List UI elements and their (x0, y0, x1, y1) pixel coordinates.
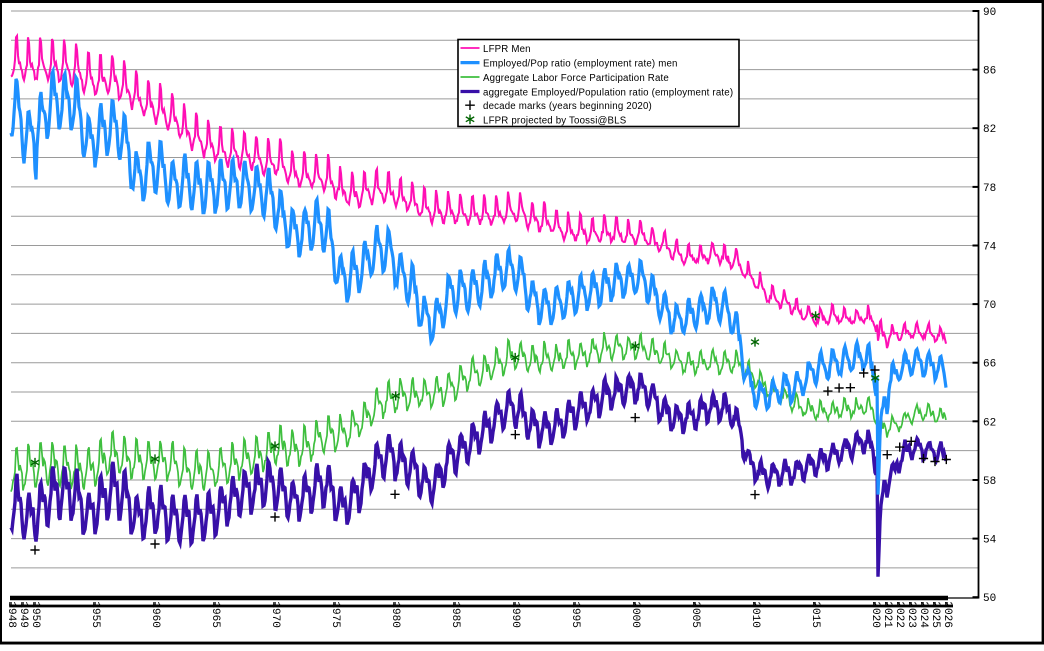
svg-text:50: 50 (983, 593, 996, 605)
svg-text:2005: 2005 (689, 601, 701, 628)
svg-text:2025: 2025 (929, 601, 941, 628)
svg-text:2010: 2010 (749, 601, 761, 628)
svg-text:LFPR Men: LFPR Men (483, 44, 531, 55)
svg-text:aggregate Employed/Population: aggregate Employed/Population ratio (emp… (483, 88, 733, 99)
svg-text:86: 86 (983, 66, 996, 78)
svg-text:70: 70 (983, 300, 996, 312)
svg-text:2026: 2026 (941, 601, 953, 628)
svg-text:1975: 1975 (329, 601, 341, 628)
svg-text:Employed/Pop ratio (employment: Employed/Pop ratio (employment rate) men (483, 59, 678, 70)
svg-text:1995: 1995 (569, 601, 581, 628)
svg-text:LFPR projected by Toossi@BLS: LFPR projected by Toossi@BLS (483, 115, 627, 126)
svg-text:58: 58 (983, 476, 996, 488)
svg-text:1949: 1949 (17, 601, 29, 628)
svg-text:2000: 2000 (629, 601, 641, 628)
svg-text:54: 54 (983, 535, 997, 547)
svg-text:1990: 1990 (509, 601, 521, 628)
svg-text:82: 82 (983, 124, 996, 136)
svg-text:1980: 1980 (389, 601, 401, 628)
svg-text:90: 90 (983, 7, 996, 19)
svg-text:2022: 2022 (893, 601, 905, 628)
svg-text:1948: 1948 (5, 601, 17, 628)
svg-text:1955: 1955 (89, 601, 101, 628)
svg-text:66: 66 (983, 359, 996, 371)
svg-text:78: 78 (983, 183, 996, 195)
svg-text:2020: 2020 (869, 601, 881, 628)
svg-text:1985: 1985 (449, 601, 461, 628)
svg-text:74: 74 (983, 242, 997, 254)
svg-text:1965: 1965 (209, 601, 221, 628)
svg-text:1960: 1960 (149, 601, 161, 628)
svg-text:2023: 2023 (905, 601, 917, 628)
svg-text:2015: 2015 (809, 601, 821, 628)
svg-text:Aggregate Labor Force Particip: Aggregate Labor Force Participation Rate (483, 73, 669, 84)
svg-text:1970: 1970 (269, 601, 281, 628)
svg-text:2024: 2024 (917, 601, 929, 628)
svg-text:1950: 1950 (29, 601, 41, 628)
svg-text:62: 62 (983, 417, 996, 429)
svg-text:decade marks (years beginning: decade marks (years beginning 2020) (483, 101, 652, 112)
svg-text:2021: 2021 (881, 601, 893, 628)
